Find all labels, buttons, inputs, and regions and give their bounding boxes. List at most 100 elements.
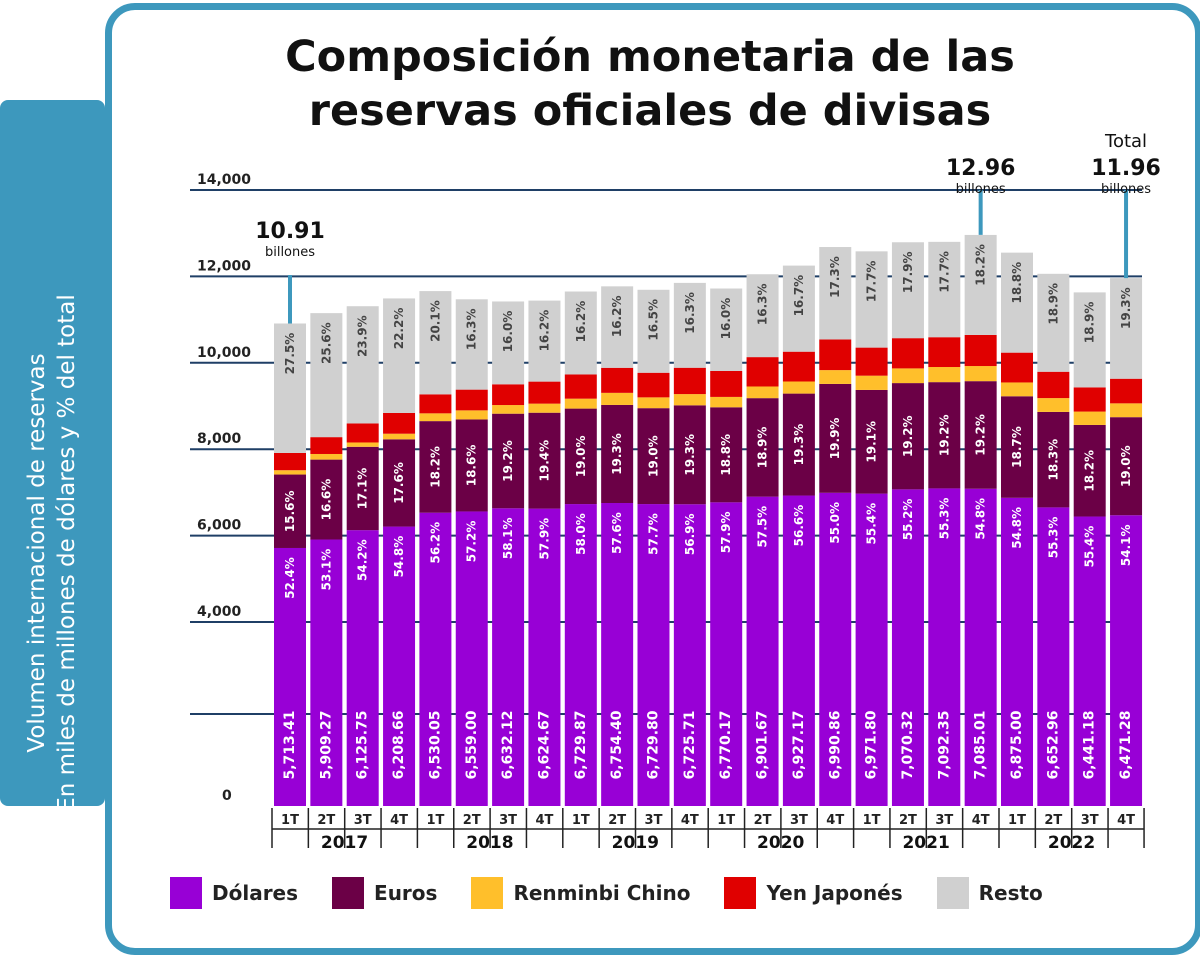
- bar-segment-dólares: [819, 492, 852, 806]
- bar-segment-resto: [310, 313, 343, 438]
- bar-segment-renminbi-chino: [855, 375, 888, 390]
- bar-segment-dólares: [891, 489, 924, 806]
- bar-segment-yen-japonés: [528, 381, 561, 404]
- data-label-euros-pct: 19.9%: [828, 418, 842, 460]
- legend: Dólares Euros Renminbi Chino Yen Japonés Res…: [170, 875, 1170, 911]
- bar-segment-dólares: [528, 508, 561, 806]
- data-label-resto-pct: 17.7%: [937, 251, 951, 293]
- data-label-euros-pct: 19.3%: [683, 434, 697, 476]
- bar-segment-yen-japonés: [782, 351, 815, 382]
- x-tick-label: 3T: [354, 813, 372, 828]
- data-label-euros-pct: 19.3%: [610, 433, 624, 475]
- data-label-resto-pct: 16.2%: [610, 296, 624, 338]
- data-label-dolares-value: 7,085.01: [973, 710, 989, 779]
- bar-segment-renminbi-chino: [601, 392, 634, 405]
- x-tick-label: 2T: [754, 813, 772, 828]
- bar-segment-renminbi-chino: [383, 433, 416, 440]
- data-label-dolares-pct: 57.5%: [756, 506, 770, 548]
- bar-segment-yen-japonés: [564, 374, 597, 399]
- data-label-resto-pct: 16.7%: [792, 275, 806, 317]
- legend-swatch: [170, 877, 202, 909]
- bar-segment-euros: [710, 407, 743, 503]
- bar-segment-resto: [1001, 252, 1033, 353]
- x-tick-label: 1T: [426, 813, 444, 828]
- bar-segment-resto: [455, 299, 488, 390]
- bar-segment-euros: [819, 383, 852, 493]
- data-label-dolares-pct: 58.1%: [501, 517, 515, 559]
- bar-segment-renminbi-chino: [346, 442, 379, 447]
- bar-segment-resto: [782, 265, 815, 352]
- bar-segment-renminbi-chino: [564, 398, 597, 409]
- data-label-resto-pct: 16.3%: [756, 283, 770, 325]
- bar-segment-dólares: [928, 488, 961, 806]
- bar-segment-yen-japonés: [928, 337, 961, 368]
- data-label-resto-pct: 16.0%: [719, 298, 733, 340]
- bar-segment-dólares: [746, 496, 779, 806]
- bar-segment-renminbi-chino: [528, 403, 561, 413]
- bar-segment-dólares: [1110, 515, 1143, 806]
- data-label-resto-pct: 16.5%: [647, 299, 661, 341]
- legend-swatch: [936, 877, 969, 909]
- data-label-resto-pct: 18.8%: [1010, 262, 1024, 304]
- bar-segment-euros: [419, 421, 452, 513]
- x-tick-label: 4T: [681, 813, 699, 828]
- x-tick-label: 1T: [1008, 813, 1026, 828]
- x-tick-label: 2T: [463, 813, 481, 828]
- bar-segment-dólares: [310, 539, 343, 806]
- bar-segment-yen-japonés: [673, 367, 706, 395]
- bar-segment-euros: [891, 383, 924, 490]
- y-tick-label: 8,000: [197, 431, 242, 447]
- bar-segment-renminbi-chino: [274, 470, 306, 475]
- data-label-dolares-pct: 58.0%: [574, 513, 588, 555]
- bar-segment-dólares: [964, 488, 997, 806]
- bar-segment-resto: [1073, 292, 1106, 388]
- bar-segment-resto: [710, 288, 743, 372]
- bar-segment-yen-japonés: [346, 423, 379, 443]
- bar-segment-dólares: [1073, 516, 1106, 806]
- total-heading: Total: [1104, 131, 1147, 152]
- x-tick-label: 2T: [899, 813, 917, 828]
- year-label: 2020: [757, 833, 804, 853]
- data-label-dolares-value: 6,990.86: [827, 710, 843, 779]
- data-label-dolares-value: 6,729.80: [646, 710, 662, 779]
- bar-segment-euros: [1073, 424, 1106, 517]
- bar-segment-euros: [964, 381, 997, 489]
- bar-segment-dólares: [710, 502, 743, 806]
- x-tick-label: 1T: [717, 813, 735, 828]
- bar-segment-yen-japonés: [310, 437, 343, 454]
- year-label: 2022: [1048, 833, 1095, 853]
- legend-item-euros: Euros: [332, 877, 437, 909]
- data-label-euros-pct: 18.6%: [465, 445, 479, 487]
- x-tick-label: 2T: [317, 813, 335, 828]
- bar-segment-resto: [891, 242, 924, 339]
- data-label-resto-pct: 25.6%: [319, 322, 333, 364]
- x-tick-label: 3T: [499, 813, 517, 828]
- bar-segment-euros: [637, 408, 670, 505]
- legend-label: Renminbi Chino: [513, 881, 691, 905]
- data-label-resto-pct: 17.9%: [901, 251, 915, 293]
- legend-swatch: [332, 877, 365, 909]
- data-label-dolares-pct: 57.7%: [647, 513, 661, 555]
- bar-segment-euros: [346, 446, 379, 531]
- data-label-resto-pct: 20.1%: [428, 300, 442, 342]
- data-label-dolares-pct: 54.2%: [356, 539, 370, 581]
- bar-segment-renminbi-chino: [455, 410, 488, 420]
- bar-segment-yen-japonés: [455, 389, 488, 411]
- data-label-euros-pct: 15.6%: [283, 490, 297, 532]
- data-label-dolares-value: 6,559.00: [464, 710, 480, 779]
- bar-segment-resto: [601, 286, 634, 368]
- data-label-dolares-pct: 55.2%: [901, 499, 915, 541]
- total-unit: billones: [956, 182, 1006, 197]
- bar-segment-euros: [1001, 396, 1033, 498]
- bar-segment-yen-japonés: [1001, 352, 1033, 383]
- year-label: 2017: [321, 833, 368, 853]
- bar-segment-resto: [855, 251, 888, 348]
- data-label-euros-pct: 19.2%: [901, 415, 915, 457]
- data-label-resto-pct: 18.9%: [1083, 302, 1097, 344]
- data-label-dolares-value: 6,729.87: [573, 710, 589, 779]
- bar-segment-euros: [455, 419, 488, 512]
- bar-segment-resto: [492, 301, 525, 385]
- bar-segment-renminbi-chino: [964, 366, 997, 382]
- bar-segment-resto: [383, 298, 416, 413]
